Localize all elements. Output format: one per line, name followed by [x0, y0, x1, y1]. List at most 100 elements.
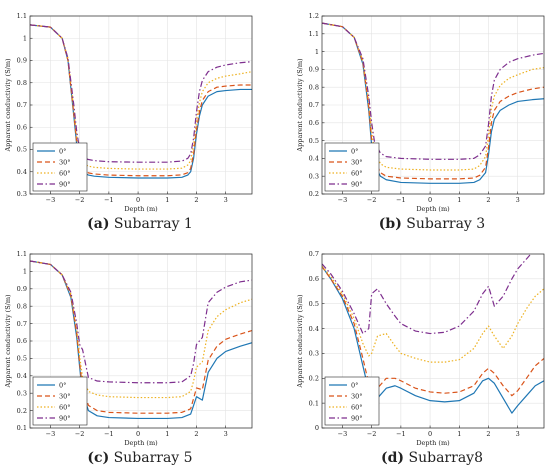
series-line-2 — [322, 266, 544, 363]
y-axis-label: Apparent conductivity (S/m) — [296, 294, 304, 389]
x-tick-label: 1 — [165, 430, 169, 438]
legend: 0° 30° 60° 90° — [324, 142, 380, 192]
legend-entry: 60° — [59, 403, 71, 411]
x-tick-label: 0 — [136, 430, 140, 438]
legend-entry: 90° — [59, 180, 71, 188]
y-tick-label: 0.4 — [309, 325, 319, 333]
legend-entry: 90° — [59, 414, 71, 422]
y-tick-label: 0.9 — [17, 285, 27, 293]
series-line-3 — [322, 22, 544, 160]
caption-letter: (a) — [87, 216, 109, 232]
y-tick-label: 1.2 — [309, 12, 319, 20]
x-tick-label: −2 — [75, 196, 85, 204]
legend: 0° 30° 60° 90° — [324, 376, 380, 426]
y-tick-label: 0.5 — [309, 300, 319, 308]
y-tick-label: 0.7 — [309, 250, 319, 258]
y-tick-label: 1.1 — [309, 30, 319, 38]
y-tick-label: 0.1 — [309, 399, 319, 407]
legend-entry: 30° — [351, 392, 363, 400]
x-tick-label: 2 — [486, 430, 490, 438]
caption-letter: (b) — [379, 216, 402, 232]
y-tick-label: 0.3 — [17, 389, 27, 397]
panel-caption: (c) Subarray 5 — [87, 450, 192, 466]
y-tick-label: 0.7 — [17, 101, 27, 109]
y-tick-label: 1.1 — [17, 12, 27, 20]
legend-entry: 30° — [351, 158, 363, 166]
y-tick-label: 0.9 — [17, 57, 27, 65]
chart-panel: −3 −2 −1 0 1 2 3 0.2 0.3 0.4 0.5 0.6 0.7 0.8 0.9 1 1.1 1.… — [296, 12, 545, 232]
x-tick-label: 2 — [194, 430, 198, 438]
y-tick-label: 0 — [315, 424, 319, 432]
y-tick-label: 0.9 — [309, 66, 319, 74]
x-tick-label: 0 — [428, 196, 432, 204]
panel-caption: (a) Subarray 1 — [87, 216, 193, 232]
x-tick-label: 1 — [165, 196, 169, 204]
caption-text: Subarray 3 — [402, 216, 485, 232]
legend-entry: 60° — [351, 403, 363, 411]
x-tick-label: 3 — [516, 430, 520, 438]
y-tick-label: 0.3 — [309, 172, 319, 180]
y-tick-label: 0.5 — [17, 355, 27, 363]
legend: 0° 30° 60° 90° — [32, 142, 88, 192]
x-tick-label: −3 — [46, 430, 56, 438]
y-tick-label: 0.4 — [309, 155, 319, 163]
series-line-1 — [30, 260, 252, 414]
series-line-1 — [322, 22, 544, 180]
x-tick-label: 0 — [136, 196, 140, 204]
caption-text: Subarray8 — [404, 450, 483, 466]
legend-entry: 30° — [59, 392, 71, 400]
x-tick-label: 3 — [224, 430, 228, 438]
y-tick-label: 0.6 — [309, 275, 319, 283]
y-tick-label: 0.7 — [309, 101, 319, 109]
series-line-3 — [30, 24, 252, 163]
y-tick-label: 0.6 — [17, 337, 27, 345]
x-tick-label: −2 — [367, 196, 377, 204]
y-tick-label: 1 — [23, 268, 27, 276]
y-tick-label: 1.1 — [17, 250, 27, 258]
legend-entry: 90° — [351, 180, 363, 188]
series-line-0 — [322, 266, 544, 414]
caption-text: Subarray 1 — [109, 216, 192, 232]
x-axis-label: Depth (m) — [416, 439, 450, 447]
x-tick-label: −3 — [338, 430, 348, 438]
y-tick-label: 0.4 — [17, 168, 27, 176]
legend-entry: 0° — [59, 381, 66, 389]
x-tick-label: 3 — [224, 196, 228, 204]
y-tick-label: 0.2 — [309, 190, 319, 198]
panels: −3 −2 −1 0 1 2 3 0.3 0.4 0.5 0.6 0.7 0.8 0.9 1 1.1 Depth… — [4, 12, 545, 466]
y-tick-label: 0.1 — [17, 424, 27, 432]
y-axis-label: Apparent conductivity (S/m) — [4, 294, 12, 389]
series-line-1 — [322, 266, 544, 397]
caption-letter: (c) — [87, 450, 109, 466]
y-tick-label: 0.2 — [17, 407, 27, 415]
y-tick-label: 1 — [315, 48, 319, 56]
y-tick-label: 1 — [23, 34, 27, 42]
series-line-3 — [30, 260, 252, 384]
caption-text: Subarray 5 — [109, 450, 192, 466]
x-tick-label: 2 — [486, 196, 490, 204]
legend-entry: 60° — [59, 169, 71, 177]
y-tick-label: 0.2 — [309, 374, 319, 382]
y-axis-label: Apparent conductivity (S/m) — [296, 58, 304, 153]
y-tick-label: 0.3 — [17, 190, 27, 198]
y-tick-label: 0.3 — [309, 350, 319, 358]
x-tick-label: −3 — [46, 196, 56, 204]
axes-box — [321, 253, 545, 429]
y-tick-label: 0.7 — [17, 320, 27, 328]
y-tick-label: 0.8 — [309, 83, 319, 91]
y-tick-label: 0.6 — [309, 119, 319, 127]
y-tick-label: 0.5 — [309, 137, 319, 145]
x-tick-label: −1 — [396, 196, 406, 204]
series-line-2 — [30, 260, 252, 399]
x-axis-label: Depth (m) — [124, 439, 158, 447]
legend: 0° 30° 60° 90° — [32, 376, 88, 426]
series-line-2 — [322, 22, 544, 171]
caption-letter: (d) — [381, 450, 404, 466]
panel-caption: (d) Subarray8 — [381, 450, 483, 466]
chart-panel: −3 −2 −1 0 1 2 3 0 0.1 0.2 0.3 0.4 0.5 0.6 0.7 Depth (m… — [296, 250, 545, 466]
x-tick-label: 1 — [457, 196, 461, 204]
x-tick-label: −1 — [396, 430, 406, 438]
x-tick-label: −2 — [367, 430, 377, 438]
legend-entry: 90° — [351, 414, 363, 422]
